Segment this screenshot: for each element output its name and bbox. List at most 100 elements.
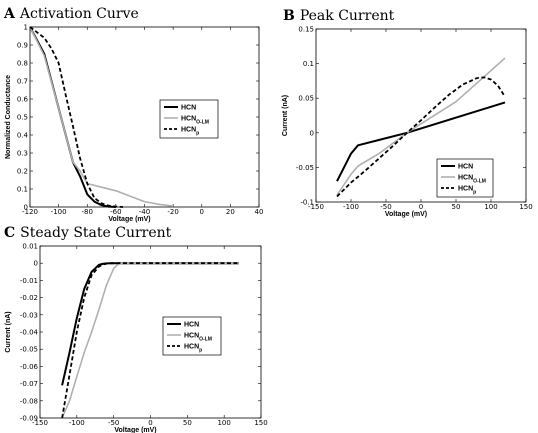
legend-entry: HCN bbox=[458, 164, 473, 171]
y-tick-label: 0.01 bbox=[22, 243, 38, 251]
panel-letter: B bbox=[283, 8, 295, 24]
y-tick-label: -0.06 bbox=[20, 363, 39, 371]
x-tick-label: 50 bbox=[452, 203, 461, 211]
legend-entry: HCN bbox=[181, 105, 196, 112]
y-tick-label: 0 bbox=[24, 204, 28, 212]
series-line-3 bbox=[336, 76, 506, 198]
y-tick-label: 0.15 bbox=[298, 26, 314, 34]
legend-entry: HCNp bbox=[458, 186, 476, 196]
x-tick-label: 0 bbox=[419, 203, 423, 211]
panel-title-text: Steady State Current bbox=[20, 225, 172, 241]
series-line-3 bbox=[61, 262, 239, 419]
panel-title-text: Peak Current bbox=[300, 8, 395, 24]
x-tick-label: 100 bbox=[217, 419, 230, 427]
legend-entry: HCNO-LM bbox=[181, 116, 209, 126]
chart-panel-b: B Peak Current -150 -100 -50 0 50 100 150 -0.1 -0.… bbox=[282, 8, 533, 218]
panel-title-text: Activation Curve bbox=[19, 6, 139, 22]
y-tick-label: 0.05 bbox=[298, 95, 314, 103]
legend-entry-sub: p bbox=[473, 190, 476, 196]
y-tick-label: 0.4 bbox=[17, 132, 29, 140]
y-tick-label: 0.7 bbox=[17, 78, 28, 86]
y-axis-label: Current (nA) bbox=[282, 95, 289, 136]
panel-letter: C bbox=[4, 225, 15, 241]
y-tick-label: 0.2 bbox=[17, 168, 28, 176]
x-tick-label: -150 bbox=[32, 419, 48, 427]
legend-entry-sub: O-LM bbox=[473, 179, 486, 185]
x-tick-label: -100 bbox=[343, 203, 359, 211]
x-tick-label: -120 bbox=[22, 208, 38, 216]
y-tick-label: 0 bbox=[34, 260, 38, 268]
x-tick-label: -50 bbox=[380, 203, 391, 211]
series-line-3 bbox=[29, 26, 124, 208]
y-tick-label: -0.05 bbox=[296, 164, 314, 172]
legend-entry-main: HCN bbox=[184, 333, 199, 340]
chart-panel-a: A Activation Curve -120 -100 -80 -60 -40 -20 0 20… bbox=[3, 6, 263, 223]
chart-title: C Steady State Current bbox=[4, 225, 172, 241]
y-tick-label: 0.8 bbox=[17, 60, 28, 68]
y-tick-label: 0.1 bbox=[303, 60, 314, 68]
x-tick-label: -100 bbox=[51, 208, 67, 216]
x-tick-label: 0 bbox=[200, 208, 204, 216]
chart-title: A Activation Curve bbox=[3, 6, 139, 22]
x-tick-label: -100 bbox=[69, 419, 85, 427]
y-axis-label: Current (nA) bbox=[5, 311, 12, 352]
legend-entry: HCNp bbox=[181, 127, 199, 137]
series-line-2 bbox=[336, 57, 506, 196]
x-tick-label: 100 bbox=[484, 203, 497, 211]
y-tick-label: 0.1 bbox=[17, 186, 28, 194]
y-tick-label: -0.08 bbox=[20, 397, 38, 405]
x-tick-label: -150 bbox=[308, 203, 324, 211]
y-tick-label: 0.9 bbox=[17, 42, 28, 50]
series-line-1 bbox=[336, 101, 506, 182]
panel-letter: A bbox=[3, 6, 16, 22]
x-tick-label: 40 bbox=[255, 208, 264, 216]
x-tick-label: -40 bbox=[139, 208, 150, 216]
y-tick-label: 0.3 bbox=[17, 150, 28, 158]
chart-panel-c: C Steady State Current -150 -100 -50 0 50 100 15… bbox=[4, 225, 268, 433]
plot-area bbox=[315, 28, 527, 203]
y-tick-label: -0.04 bbox=[20, 329, 39, 337]
legend-entry-main: HCN bbox=[181, 116, 196, 123]
y-tick-label: 0 bbox=[310, 129, 314, 137]
legend-entry-sub: p bbox=[196, 131, 199, 137]
chart-title: B Peak Current bbox=[283, 8, 395, 24]
y-axis-label: Normalized Conductance bbox=[5, 75, 12, 159]
x-tick-label: -60 bbox=[110, 208, 121, 216]
legend-entry-main: HCN bbox=[458, 186, 473, 193]
plot-area bbox=[29, 26, 260, 208]
x-tick-label: -20 bbox=[167, 208, 178, 216]
legend-entry-main: HCN bbox=[184, 322, 199, 329]
x-tick-label: 0 bbox=[148, 419, 152, 427]
y-tick-label: 0.6 bbox=[17, 96, 29, 104]
x-tick-label: -50 bbox=[108, 419, 119, 427]
legend-entry: HCNO-LM bbox=[458, 175, 486, 185]
x-tick-label: 150 bbox=[254, 419, 267, 427]
y-tick-label: -0.05 bbox=[20, 346, 38, 354]
x-axis-label: Voltage (mV) bbox=[108, 216, 150, 223]
legend-entry-main: HCN bbox=[184, 344, 199, 351]
legend-entry-main: HCN bbox=[458, 175, 473, 182]
legend-entry-sub: O-LM bbox=[196, 120, 209, 126]
x-axis-label: Voltage (mV) bbox=[385, 211, 427, 218]
x-tick-label: 50 bbox=[183, 419, 192, 427]
y-tick-label: -0.01 bbox=[20, 277, 38, 285]
legend-entry: HCNO-LM bbox=[184, 333, 212, 343]
series-line-2 bbox=[29, 26, 174, 207]
y-tick-label: -0.07 bbox=[20, 380, 38, 388]
legend-entry-main: HCN bbox=[181, 127, 196, 134]
legend-entry-sub: p bbox=[199, 348, 202, 354]
x-tick-label: 20 bbox=[226, 208, 235, 216]
y-tick-label: -0.1 bbox=[300, 199, 314, 207]
x-tick-label: -80 bbox=[82, 208, 93, 216]
series-line-2 bbox=[61, 262, 239, 419]
y-tick-label: -0.09 bbox=[20, 415, 38, 423]
x-axis-label: Voltage (mV) bbox=[114, 427, 156, 433]
legend-entry-main: HCN bbox=[181, 105, 196, 112]
y-tick-label: 1 bbox=[24, 24, 28, 32]
y-tick-label: -0.03 bbox=[20, 311, 38, 319]
legend-entry-sub: O-LM bbox=[199, 337, 212, 343]
